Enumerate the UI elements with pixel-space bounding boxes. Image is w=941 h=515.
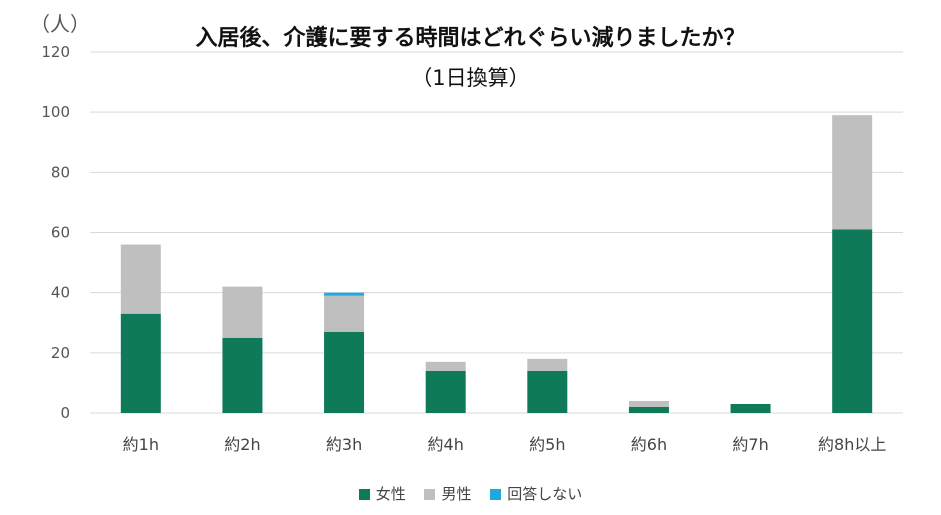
bar-segment-2-2 xyxy=(324,292,365,296)
y-tick-label-60: 60 xyxy=(51,224,70,242)
x-category-label-4: 約5h xyxy=(529,435,565,454)
x-category-label-2: 約3h xyxy=(326,435,362,454)
bar-segment-7-1 xyxy=(832,115,873,230)
bar-segment-5-1 xyxy=(628,400,669,407)
legend: 女性 男性 回答しない xyxy=(0,483,941,504)
legend-label-male: 男性 xyxy=(441,485,472,503)
bar-segment-4-1 xyxy=(527,358,568,371)
legend-item-female: 女性 xyxy=(358,483,406,504)
bar-segment-1-1 xyxy=(222,286,263,338)
x-category-label-7: 約8h以上 xyxy=(818,435,886,454)
x-category-label-6: 約7h xyxy=(732,435,768,454)
bar-segment-5-0 xyxy=(628,406,669,413)
chart-subtitle: （1日換算） xyxy=(411,66,530,90)
y-tick-label-100: 100 xyxy=(41,103,70,121)
bar-segment-2-0 xyxy=(324,331,365,413)
chart-title: 入居後、介護に要する時間はどれぐらい減りましたか？ xyxy=(195,26,746,51)
bar-segment-0-0 xyxy=(120,313,161,413)
x-category-label-3: 約4h xyxy=(428,435,464,454)
legend-label-no-answer: 回答しない xyxy=(507,485,583,503)
legend-swatch-no-answer xyxy=(490,489,502,500)
y-tick-label-0: 0 xyxy=(60,404,70,422)
bar-segment-2-1 xyxy=(324,295,365,332)
legend-item-no-answer: 回答しない xyxy=(490,483,582,504)
x-category-label-5: 約6h xyxy=(631,435,667,454)
bar-segment-3-1 xyxy=(425,361,466,371)
legend-swatch-male xyxy=(424,489,436,500)
bar-segment-4-0 xyxy=(527,370,568,413)
y-tick-label-20: 20 xyxy=(51,344,70,362)
x-category-label-1: 約2h xyxy=(224,435,260,454)
bar-segment-1-0 xyxy=(222,337,263,413)
y-tick-label-120: 120 xyxy=(41,43,70,61)
bar-segment-7-0 xyxy=(832,229,873,413)
x-category-label-0: 約1h xyxy=(123,435,159,454)
y-tick-label-80: 80 xyxy=(51,163,70,181)
legend-item-male: 男性 xyxy=(424,483,472,504)
y-tick-label-40: 40 xyxy=(51,284,70,302)
bar-segment-6-0 xyxy=(730,403,771,413)
bar-segment-0-1 xyxy=(120,244,161,314)
bar-segment-3-0 xyxy=(425,370,466,413)
legend-label-female: 女性 xyxy=(375,485,406,503)
legend-swatch-female xyxy=(358,489,370,500)
y-axis-unit-label: （人） xyxy=(30,12,90,36)
